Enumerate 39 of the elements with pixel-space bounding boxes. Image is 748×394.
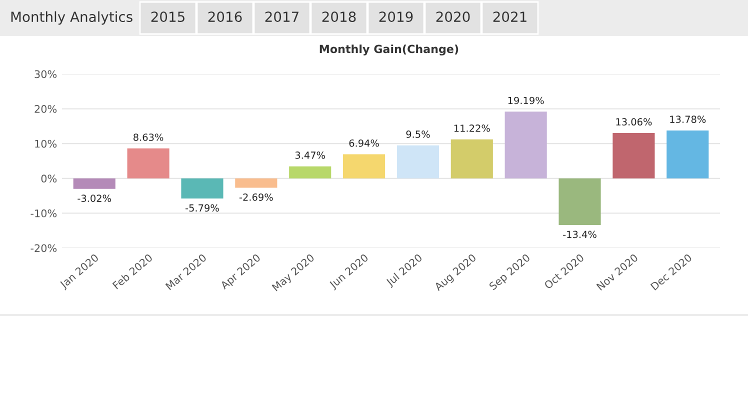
text: 2015	[151, 12, 184, 22]
bar	[73, 178, 116, 189]
y-tick-label: 10%	[35, 140, 57, 148]
y-tick-label: -10%	[30, 209, 57, 218]
bar	[235, 178, 278, 188]
data-label: 19.19%	[508, 96, 544, 104]
data-label: 3.47%	[295, 152, 326, 159]
bar	[127, 148, 170, 178]
bar	[666, 130, 709, 178]
data-label: -3.02%	[78, 194, 112, 202]
text: 2017	[265, 12, 298, 22]
chart-title: Monthly Analytics	[11, 11, 132, 25]
data-label: 13.78%	[670, 116, 706, 124]
data-label: 11.22%	[454, 124, 490, 132]
bar	[612, 132, 655, 178]
y-tick-label: 30%	[34, 70, 57, 78]
text: 2018	[322, 12, 356, 22]
text: 2020	[436, 12, 470, 22]
y-tick-label: 0%	[41, 174, 57, 183]
data-label: -2.69%	[239, 193, 273, 201]
bar	[504, 112, 547, 178]
y-tick-label: -20%	[30, 244, 57, 252]
bar	[289, 166, 332, 178]
chart-subtitle: Monthly Gain(Change)	[320, 44, 458, 56]
data-label: -5.79%	[186, 204, 219, 212]
text: 2016	[208, 12, 242, 22]
data-label: 13.06%	[616, 118, 652, 126]
bar	[181, 178, 224, 199]
bar	[450, 139, 493, 178]
data-label: 6.94%	[349, 139, 379, 147]
bar	[558, 178, 601, 226]
data-label: 8.63%	[134, 134, 164, 141]
y-tick-label: 20%	[34, 105, 57, 113]
bar	[343, 154, 386, 178]
text: 2019	[379, 12, 413, 22]
bar	[396, 145, 439, 178]
data-label: -13.4%	[563, 230, 596, 238]
data-label: 9.5%	[406, 130, 430, 138]
text: 2021	[493, 12, 526, 22]
